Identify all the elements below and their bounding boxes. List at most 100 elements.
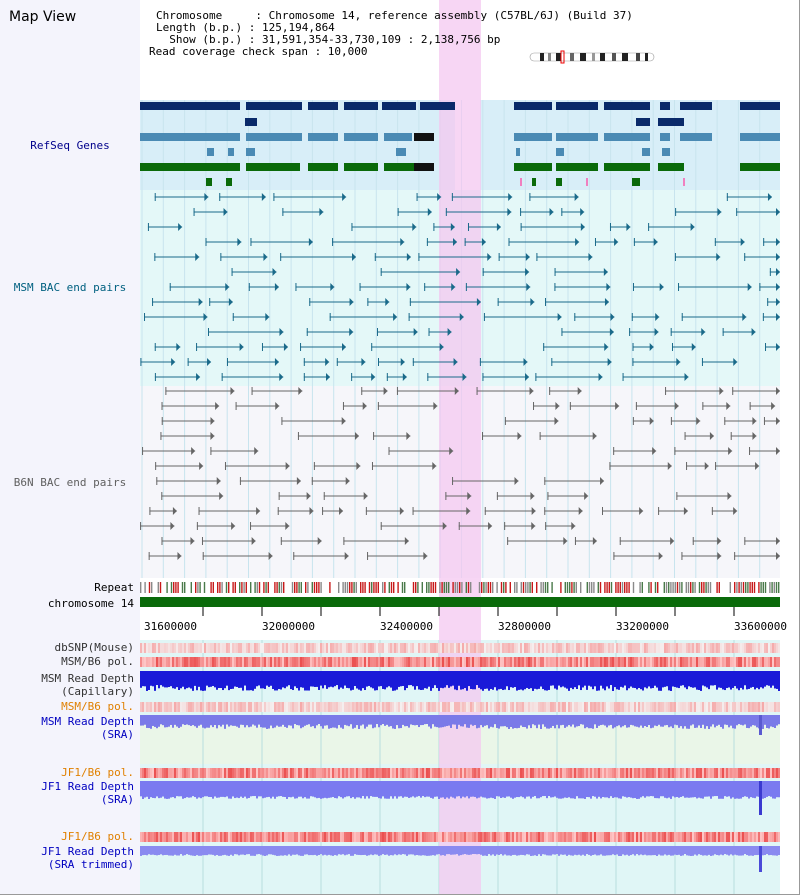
read-depth-bar [176, 781, 178, 797]
track-label-jf1-depth-sra[interactable]: JF1 Read Depth (SRA) [0, 780, 134, 806]
polymorphism-heat-cell [212, 832, 214, 842]
polymorphism-heat-cell [424, 657, 426, 667]
polymorphism-heat-cell [714, 702, 716, 712]
polymorphism-heat-cell [350, 832, 352, 842]
track-label-jf1-b6-pol-2[interactable]: JF1/B6 pol. [61, 830, 134, 843]
track-label-b6n-bac[interactable]: B6N BAC end pairs [13, 476, 127, 489]
polymorphism-heat-cell [396, 702, 398, 712]
polymorphism-heat-cell [686, 832, 688, 842]
read-depth-bar [520, 671, 522, 690]
track-label-msm-bac[interactable]: MSM BAC end pairs [13, 281, 127, 294]
track-label-msm-b6-pol[interactable]: MSM/B6 pol. [61, 655, 134, 668]
polymorphism-heat-cell [174, 768, 176, 778]
polymorphism-heat-cell [372, 768, 374, 778]
label-line-2: (SRA) [100, 793, 134, 806]
repeat-element [694, 582, 696, 593]
polymorphism-heat-cell [326, 832, 328, 842]
polymorphism-heat-cell [572, 832, 574, 842]
read-depth-bar [430, 671, 432, 691]
track-label-chromosome[interactable]: chromosome 14 [47, 597, 134, 610]
read-depth-bar [602, 715, 604, 725]
read-depth-bar [240, 846, 242, 855]
read-depth-bar [408, 715, 410, 728]
track-label-jf1-depth-trimmed[interactable]: JF1 Read Depth (SRA trimmed) [0, 845, 134, 871]
read-depth-bar [508, 715, 510, 729]
repeat-element [775, 582, 778, 593]
polymorphism-heat-cell [222, 832, 224, 842]
polymorphism-heat-cell [622, 832, 624, 842]
read-depth-bar [750, 715, 752, 727]
polymorphism-heat-cell [176, 702, 178, 712]
read-depth-bar [300, 846, 302, 856]
bac-end [282, 208, 284, 216]
polymorphism-heat-cell [382, 768, 384, 778]
read-depth-bar [562, 781, 564, 799]
polymorphism-heat-cell [186, 643, 188, 653]
polymorphism-heat-cell [360, 702, 362, 712]
read-depth-bar [176, 715, 178, 727]
read-depth-bar [206, 715, 208, 728]
track-label-refseq[interactable]: RefSeq Genes [30, 139, 110, 152]
read-depth-bar [140, 846, 142, 856]
polymorphism-heat-cell [562, 768, 564, 778]
polymorphism-heat-cell [326, 657, 328, 667]
polymorphism-heat-cell [744, 832, 746, 842]
read-depth-bar [192, 781, 194, 797]
bac-end [727, 492, 732, 500]
read-depth-bar [186, 715, 188, 725]
read-depth-bar [734, 781, 736, 799]
read-depth-bar [496, 846, 498, 855]
read-depth-bar [470, 715, 472, 725]
read-depth-bar [230, 715, 232, 726]
read-depth-bar [684, 715, 686, 727]
bac-end [676, 358, 681, 366]
polymorphism-heat-cell [612, 832, 614, 842]
polymorphism-heat-cell [610, 768, 612, 778]
polymorphism-heat-cell [388, 832, 390, 842]
polymorphism-heat-cell [768, 657, 770, 667]
repeat-element [456, 582, 459, 593]
polymorphism-heat-cell [506, 657, 508, 667]
polymorphism-heat-cell [168, 768, 170, 778]
polymorphism-heat-cell [500, 657, 502, 667]
polymorphism-heat-cell [748, 702, 750, 712]
polymorphism-heat-cell [200, 657, 202, 667]
track-label-jf1-b6-pol[interactable]: JF1/B6 pol. [61, 766, 134, 779]
track-label-msm-depth-sra[interactable]: MSM Read Depth (SRA) [0, 715, 134, 741]
repeat-element [663, 582, 665, 593]
track-label-msm-depth-capillary[interactable]: MSM Read Depth (Capillary) [0, 672, 134, 698]
read-depth-bar [380, 846, 382, 856]
read-depth-bar [192, 671, 194, 691]
polymorphism-heat-cell [588, 702, 590, 712]
axis-tick-label: 33200000 [616, 620, 669, 633]
polymorphism-heat-cell [338, 657, 340, 667]
read-depth-bar [348, 781, 350, 797]
read-depth-bar [324, 781, 326, 798]
read-depth-bar [716, 671, 718, 690]
read-depth-bar [234, 671, 236, 687]
polymorphism-heat-cell [612, 643, 614, 653]
polymorphism-heat-cell [230, 768, 232, 778]
bac-end [452, 477, 454, 485]
track-label-msm-b6-pol-2[interactable]: MSM/B6 pol. [61, 700, 134, 713]
polymorphism-heat-cell [306, 657, 308, 667]
track-label-repeat[interactable]: Repeat [94, 581, 134, 594]
bac-end [467, 223, 469, 231]
bac-end [454, 387, 459, 395]
polymorphism-heat-cell [558, 643, 560, 653]
polymorphism-heat-cell [498, 643, 500, 653]
polymorphism-heat-cell [486, 832, 488, 842]
polymorphism-heat-cell [714, 643, 716, 653]
read-depth-bar [558, 715, 560, 729]
read-depth-bar [288, 846, 290, 855]
polymorphism-heat-cell [574, 832, 576, 842]
track-label-dbsnp[interactable]: dbSNP(Mouse) [54, 641, 134, 654]
polymorphism-heat-cell [436, 702, 438, 712]
read-depth-bar [644, 715, 646, 727]
read-depth-bar [258, 715, 260, 725]
polymorphism-heat-cell [550, 643, 552, 653]
read-depth-bar [234, 846, 236, 855]
read-depth-bar [502, 715, 504, 727]
read-depth-bar [506, 671, 508, 687]
